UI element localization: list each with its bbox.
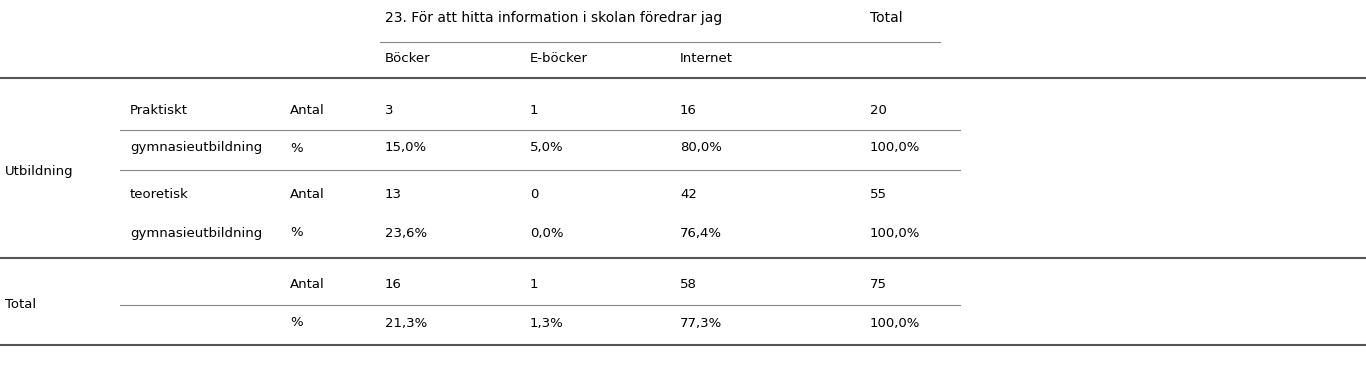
Text: 76,4%: 76,4% xyxy=(680,226,723,239)
Text: Böcker: Böcker xyxy=(385,52,430,65)
Text: 77,3%: 77,3% xyxy=(680,317,723,329)
Text: gymnasieutbildning: gymnasieutbildning xyxy=(130,141,262,155)
Text: 42: 42 xyxy=(680,188,697,201)
Text: 16: 16 xyxy=(385,279,402,291)
Text: Praktiskt: Praktiskt xyxy=(130,103,189,117)
Text: 16: 16 xyxy=(680,103,697,117)
Text: %: % xyxy=(290,141,303,155)
Text: 100,0%: 100,0% xyxy=(870,141,921,155)
Text: 0,0%: 0,0% xyxy=(530,226,564,239)
Text: 20: 20 xyxy=(870,103,887,117)
Text: %: % xyxy=(290,226,303,239)
Text: 1: 1 xyxy=(530,103,538,117)
Text: Total: Total xyxy=(5,298,36,310)
Text: Utbildning: Utbildning xyxy=(5,165,74,178)
Text: teoretisk: teoretisk xyxy=(130,188,189,201)
Text: 1,3%: 1,3% xyxy=(530,317,564,329)
Text: Internet: Internet xyxy=(680,52,734,65)
Text: 21,3%: 21,3% xyxy=(385,317,428,329)
Text: 100,0%: 100,0% xyxy=(870,317,921,329)
Text: %: % xyxy=(290,317,303,329)
Text: 3: 3 xyxy=(385,103,393,117)
Text: 58: 58 xyxy=(680,279,697,291)
Text: 13: 13 xyxy=(385,188,402,201)
Text: 55: 55 xyxy=(870,188,887,201)
Text: Total: Total xyxy=(870,11,903,25)
Text: Antal: Antal xyxy=(290,188,325,201)
Text: 0: 0 xyxy=(530,188,538,201)
Text: 15,0%: 15,0% xyxy=(385,141,428,155)
Text: Antal: Antal xyxy=(290,103,325,117)
Text: 1: 1 xyxy=(530,279,538,291)
Text: gymnasieutbildning: gymnasieutbildning xyxy=(130,226,262,239)
Text: 23,6%: 23,6% xyxy=(385,226,428,239)
Text: 75: 75 xyxy=(870,279,887,291)
Text: E-böcker: E-böcker xyxy=(530,52,587,65)
Text: 80,0%: 80,0% xyxy=(680,141,721,155)
Text: 100,0%: 100,0% xyxy=(870,226,921,239)
Text: Antal: Antal xyxy=(290,279,325,291)
Text: 23. För att hitta information i skolan föredrar jag: 23. För att hitta information i skolan f… xyxy=(385,11,723,25)
Text: 5,0%: 5,0% xyxy=(530,141,564,155)
